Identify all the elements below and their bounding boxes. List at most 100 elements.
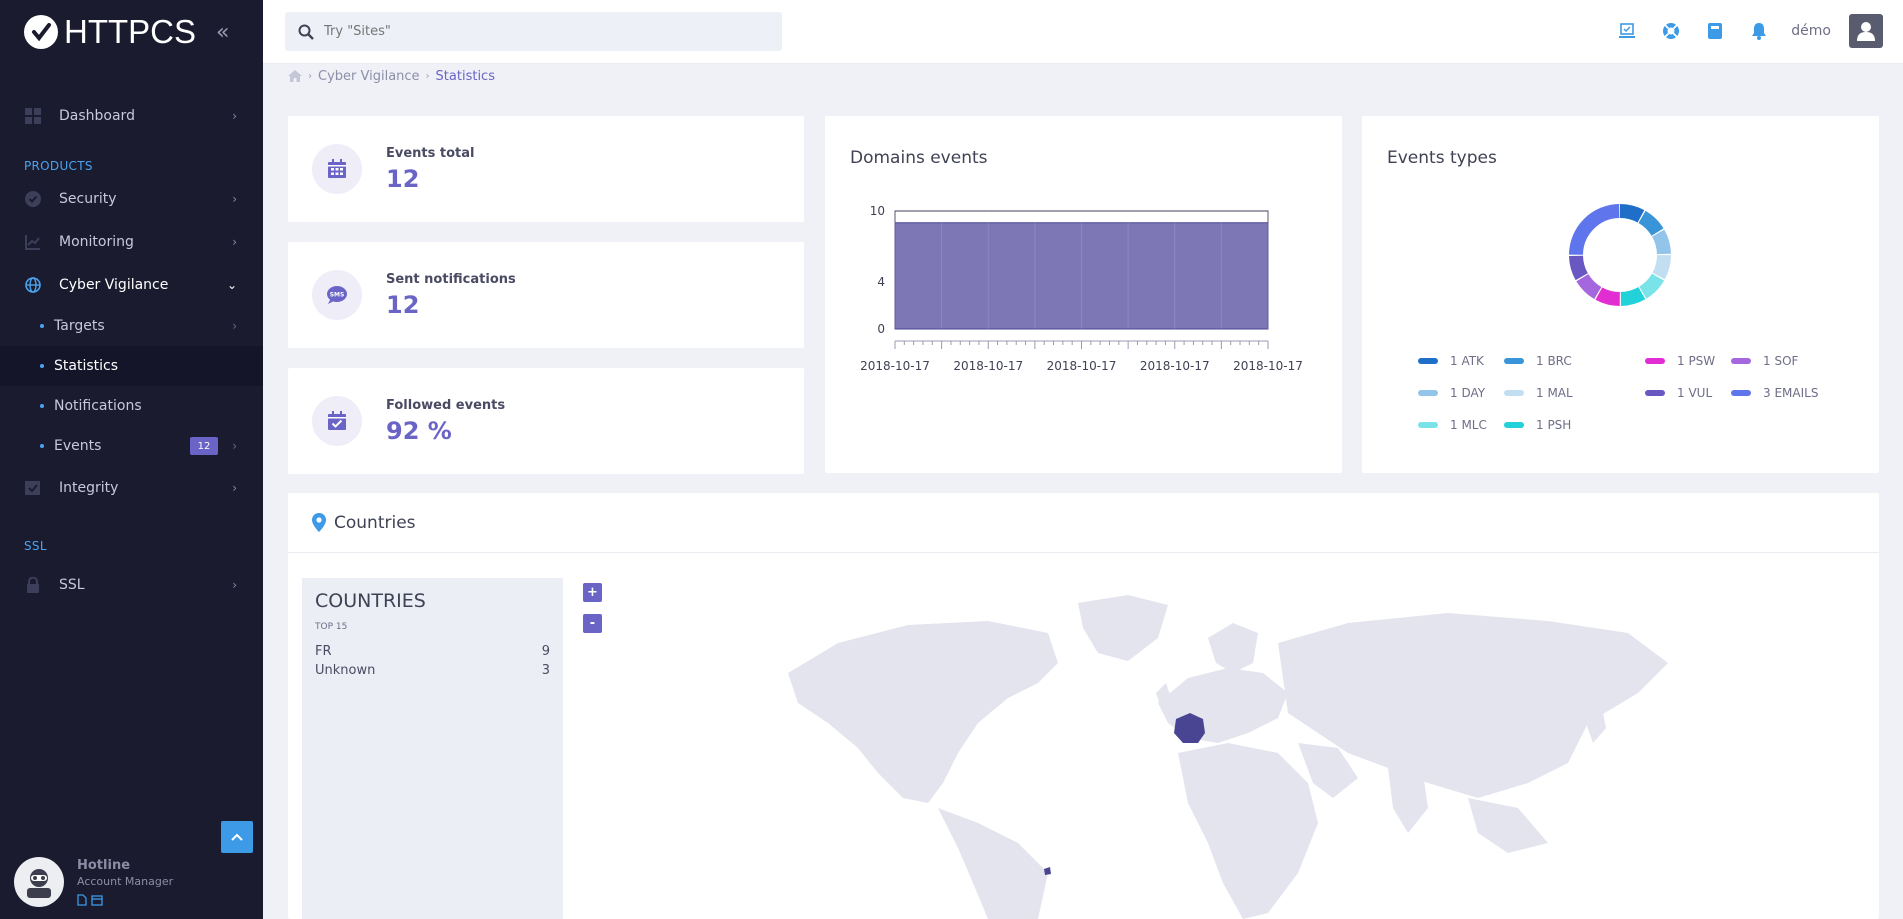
world-map-svg [788, 595, 1668, 919]
brand[interactable]: HTTPCS « [0, 0, 263, 64]
sidebar-subitem-events[interactable]: Events 12 › [0, 426, 263, 466]
sms-bubble-icon: SMS [312, 270, 362, 320]
sidebar-item-cyber-vigilance[interactable]: Cyber Vigilance ⌄ [0, 263, 263, 306]
countries-top-panel: COUNTRIES TOP 15 FR 9 Unknown 3 [302, 578, 563, 919]
sidebar-subitem-label: Targets [54, 318, 105, 334]
brand-name: HTTPCS [64, 13, 196, 50]
domains-events-card: Domains events 2018-10-17 2018-10-17 2018-… [825, 116, 1342, 473]
sidebar-item-label: Dashboard [59, 107, 135, 124]
world-map[interactable] [688, 583, 1838, 919]
collapse-sidebar-icon[interactable]: « [216, 19, 230, 45]
events-types-card: Events types 1 ATK 1 BRC 1 PSW 1 SOF 1 DAY 1 … [1362, 116, 1879, 473]
country-name: FR [315, 644, 332, 659]
legend-swatch [1504, 390, 1524, 396]
sidebar-subitem-label: Statistics [54, 358, 118, 374]
domains-events-chart: 2018-10-17 2018-10-17 2018-10-17 2018-10-17… [860, 204, 1303, 373]
stat-value: 12 [386, 290, 420, 319]
x-tick-label: 2018-10-17 [953, 359, 1023, 373]
chevron-right-icon: › [232, 191, 237, 206]
map-region-india [1388, 768, 1428, 833]
y-tick-label: 10 [870, 204, 885, 218]
sidebar-subitem-notifications[interactable]: Notifications [0, 386, 263, 426]
legend-item[interactable]: 1 SOF [1731, 354, 1798, 368]
map-region-south-america [938, 808, 1048, 919]
legend-item[interactable]: 1 ATK [1418, 354, 1484, 368]
sidebar: HTTPCS « Dashboard › PRODUCTS Security ›… [0, 0, 263, 919]
sidebar-item-dashboard[interactable]: Dashboard › [0, 94, 263, 137]
map-region-uk [1156, 683, 1172, 711]
breadcrumb-cyber-vigilance[interactable]: Cyber Vigilance [318, 68, 420, 84]
breadcrumb: › Cyber Vigilance › Statistics [288, 66, 495, 86]
sidebar-item-monitoring[interactable]: Monitoring › [0, 220, 263, 263]
y-tick-label: 4 [877, 275, 885, 289]
sidebar-item-security[interactable]: Security › [0, 177, 263, 220]
legend-item[interactable]: 1 PSW [1645, 354, 1715, 368]
chevron-down-icon: ⌄ [226, 277, 237, 292]
legend-item[interactable]: 1 MAL [1504, 386, 1573, 400]
legend-label: 3 EMAILS [1763, 386, 1819, 400]
legend-label: 1 VUL [1677, 386, 1713, 400]
bullet-icon [40, 444, 44, 448]
legend-item[interactable]: 1 MLC [1418, 418, 1487, 432]
lifebuoy-icon[interactable] [1661, 21, 1681, 41]
domains-events-title: Domains events [850, 148, 988, 168]
avatar [14, 857, 64, 907]
hotline-role: Account Manager [77, 875, 174, 888]
laptop-check-icon[interactable] [1617, 21, 1637, 41]
stat-card-followed-events: Followed events 92 % [288, 368, 804, 474]
search-input[interactable] [324, 24, 764, 39]
book-icon[interactable] [1705, 21, 1725, 41]
search-box[interactable] [285, 12, 782, 51]
document-icon[interactable] [77, 894, 87, 906]
dashboard-icon [24, 107, 42, 125]
legend-item[interactable]: 1 DAY [1418, 386, 1485, 400]
legend-swatch [1731, 358, 1751, 364]
legend-item[interactable]: 1 VUL [1645, 386, 1712, 400]
sidebar-nav: Dashboard › PRODUCTS Security › Monitori… [0, 64, 263, 606]
user-icon [1857, 22, 1875, 41]
calendar-icon[interactable] [91, 894, 103, 906]
legend-item[interactable]: 1 PSH [1504, 418, 1571, 432]
line-chart-icon [24, 233, 42, 251]
sidebar-item-integrity[interactable]: Integrity › [0, 466, 263, 509]
x-tick-label: 2018-10-17 [860, 359, 930, 373]
calendar-icon [312, 144, 362, 194]
events-types-title: Events types [1387, 148, 1497, 168]
bell-icon[interactable] [1749, 21, 1769, 41]
scroll-top-button[interactable] [221, 821, 253, 853]
sidebar-subitem-statistics[interactable]: Statistics [0, 346, 263, 386]
home-icon[interactable] [288, 70, 302, 82]
shield-check-icon [24, 190, 42, 208]
chevron-right-icon: › [232, 108, 237, 123]
map-zoom-out-button[interactable]: - [583, 614, 602, 633]
chevron-right-icon: › [232, 577, 237, 592]
user-menu-button[interactable] [1849, 14, 1883, 48]
user-name[interactable]: démo [1791, 23, 1831, 39]
country-count: 3 [541, 663, 550, 678]
legend-swatch [1504, 422, 1524, 428]
map-country-france [1174, 713, 1205, 743]
map-zoom-in-button[interactable]: + [583, 583, 602, 602]
map-region-north-america [788, 621, 1058, 803]
legend-item[interactable]: 1 BRC [1504, 354, 1572, 368]
sidebar-subitem-targets[interactable]: Targets › [0, 306, 263, 346]
sidebar-item-ssl[interactable]: SSL › [0, 563, 263, 606]
chevron-right-icon: › [232, 234, 237, 249]
section-products: PRODUCTS [24, 159, 93, 173]
hotline-contact[interactable]: Hotline Account Manager [14, 857, 173, 907]
topbar-actions: démo [1593, 14, 1883, 48]
search-icon [298, 24, 314, 40]
stat-label: Sent notifications [386, 271, 516, 287]
map-region-japan [1586, 698, 1606, 743]
map-region-scandinavia [1208, 623, 1258, 673]
legend-swatch [1418, 358, 1438, 364]
legend-label: 1 PSW [1677, 354, 1716, 368]
bullet-icon [40, 404, 44, 408]
map-region-greenland [1078, 595, 1168, 661]
legend-item[interactable]: 3 EMAILS [1731, 386, 1818, 400]
topbar: démo [263, 0, 1903, 64]
donut-slice[interactable] [1569, 204, 1671, 306]
sidebar-item-label: Security [59, 190, 117, 207]
map-region-se-asia [1468, 798, 1548, 853]
svg-text:SMS: SMS [330, 292, 345, 299]
